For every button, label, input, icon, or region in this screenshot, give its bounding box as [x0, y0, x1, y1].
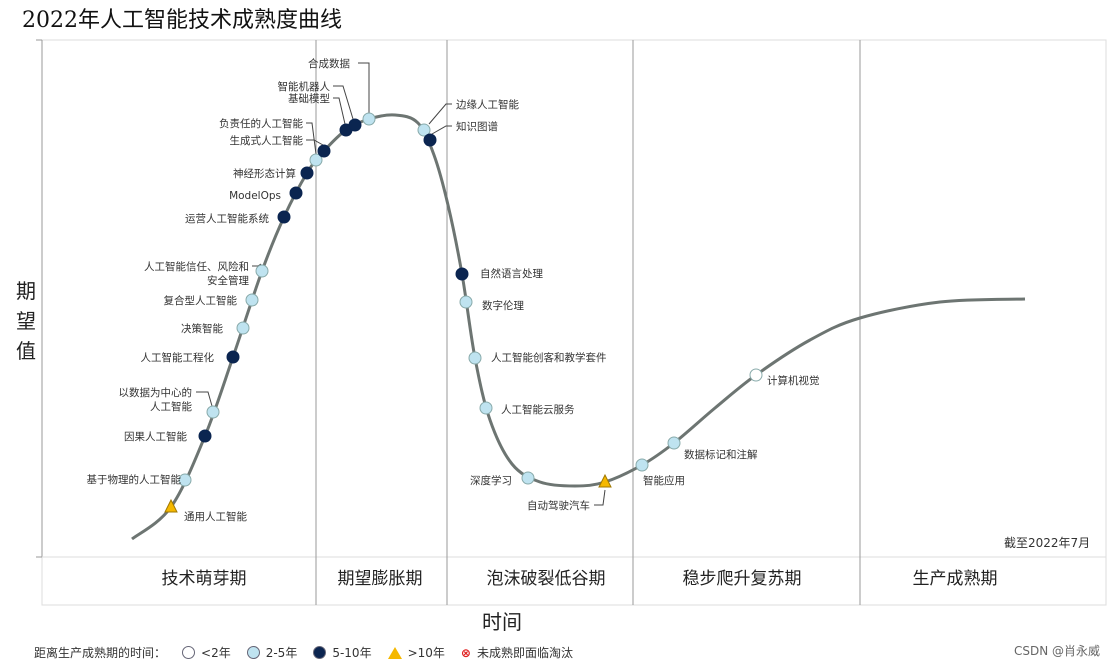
- technology-label: ModelOps: [229, 190, 281, 202]
- credit: CSDN @肖永威: [1013, 644, 1100, 658]
- technology-label: 负责任的人工智能: [219, 117, 303, 130]
- leader-line: [333, 97, 346, 125]
- technology-label: 人工智能信任、风险和: [144, 260, 249, 273]
- technology-marker[interactable]: [236, 321, 250, 335]
- technology-label: 人工智能创客和教学套件: [491, 351, 607, 364]
- hype-cycle-diagram: 技术萌芽期 期望膨胀期 泡沫破裂低谷期 稳步爬升复苏期 生产成熟期 通用人工智能 基于物理…: [36, 39, 1107, 606]
- technology-marker[interactable]: [417, 123, 431, 137]
- technology-marker[interactable]: [178, 473, 192, 487]
- technology-label: 神经形态计算: [233, 167, 296, 180]
- leader-line: [431, 125, 452, 135]
- technology-marker[interactable]: [521, 471, 535, 485]
- technology-label: 自然语言处理: [480, 267, 543, 280]
- technology-label: 知识图谱: [456, 120, 498, 133]
- leader-line: [196, 391, 213, 407]
- technology-label: 以数据为中心的: [119, 386, 193, 399]
- legend-2to5: 2-5年: [265, 646, 298, 660]
- y-axis-label: 期望值: [16, 279, 36, 363]
- phase-label: 技术萌芽期: [162, 569, 247, 589]
- phase-label: 泡沫破裂低谷期: [487, 569, 606, 589]
- technology-label: 生成式人工智能: [230, 134, 304, 147]
- legend-obsolete: 未成熟即面临淘汰: [476, 646, 573, 660]
- technology-label: 合成数据: [308, 57, 350, 70]
- technology-marker[interactable]: [245, 293, 259, 307]
- dark-blue-circle-icon: [313, 646, 327, 659]
- phase-label: 生产成熟期: [913, 568, 998, 589]
- technology-label: 深度学习: [470, 474, 512, 487]
- technology-marker[interactable]: [255, 264, 269, 278]
- legend-5to10: 5-10年: [332, 646, 372, 660]
- technology-marker[interactable]: [459, 295, 473, 309]
- technology-label: 决策智能: [181, 322, 223, 335]
- technology-marker[interactable]: [317, 144, 331, 158]
- legend-gt10: >10年: [407, 646, 445, 660]
- technology-marker[interactable]: [277, 210, 291, 224]
- technology-marker[interactable]: [667, 436, 681, 450]
- technology-label: 自动驾驶汽车: [527, 499, 590, 512]
- technology-label: 人工智能云服务: [501, 403, 575, 416]
- technology-label: 基于物理的人工智能: [87, 473, 182, 486]
- as-of-note: 截至2022年7月: [1004, 536, 1090, 550]
- technology-marker[interactable]: [309, 153, 323, 167]
- light-blue-circle-icon: [246, 646, 260, 659]
- technology-marker[interactable]: [455, 267, 469, 281]
- leader-line: [306, 122, 317, 155]
- leader-line: [358, 62, 370, 113]
- technology-marker[interactable]: [423, 133, 437, 147]
- technology-label: 人工智能工程化: [141, 351, 215, 364]
- leader-line: [306, 139, 324, 146]
- technology-marker[interactable]: [635, 458, 649, 472]
- legend-title: 距离生产成熟期的时间：: [34, 646, 167, 660]
- phase-label: 期望膨胀期: [338, 569, 423, 589]
- phase-label: 稳步爬升复苏期: [683, 569, 802, 589]
- technology-marker[interactable]: [206, 405, 220, 419]
- technology-marker[interactable]: [348, 118, 362, 132]
- technology-marker[interactable]: [198, 429, 212, 443]
- technology-label: 智能应用: [643, 474, 685, 487]
- technology-label: 运营人工智能系统: [185, 212, 269, 225]
- legend: 距离生产成熟期的时间： <2年 2-5年 5-10年 >10年 ⊗ 未成熟即面临淘…: [34, 644, 573, 661]
- leader-line: [333, 85, 354, 120]
- technology-label: 因果人工智能: [124, 430, 187, 443]
- technology-marker[interactable]: [468, 351, 482, 365]
- technology-label: 边缘人工智能: [456, 98, 519, 111]
- technology-marker[interactable]: [226, 350, 240, 364]
- technology-marker[interactable]: [362, 112, 376, 126]
- leader-line: [594, 489, 606, 506]
- triangle-marker[interactable]: [598, 473, 612, 488]
- technology-marker[interactable]: [289, 186, 303, 200]
- technology-label-line2: 人工智能: [150, 400, 192, 413]
- leader-line: [428, 103, 452, 125]
- technology-marker[interactable]: [749, 368, 763, 382]
- technology-marker[interactable]: [479, 401, 493, 415]
- technology-marker[interactable]: [300, 166, 314, 180]
- technology-label: 复合型人工智能: [164, 294, 238, 307]
- technology-label: 智能机器人: [278, 80, 331, 93]
- technology-label: 计算机视觉: [767, 374, 820, 387]
- red-x-circle-icon: ⊗: [460, 645, 471, 660]
- technology-label: 数据标记和注解: [684, 448, 758, 461]
- triangle-icon: [387, 646, 402, 659]
- white-circle-icon: [182, 646, 196, 659]
- technology-label: 数字伦理: [482, 299, 524, 312]
- chart-title: 2022年人工智能技术成熟度曲线: [22, 8, 342, 33]
- technology-label: 基础模型: [288, 92, 330, 105]
- technology-label: 通用人工智能: [184, 510, 247, 523]
- legend-lt2: <2年: [201, 646, 231, 660]
- technology-label-line2: 安全管理: [207, 274, 249, 287]
- triangle-marker[interactable]: [164, 498, 178, 513]
- x-axis-label: 时间: [482, 610, 522, 634]
